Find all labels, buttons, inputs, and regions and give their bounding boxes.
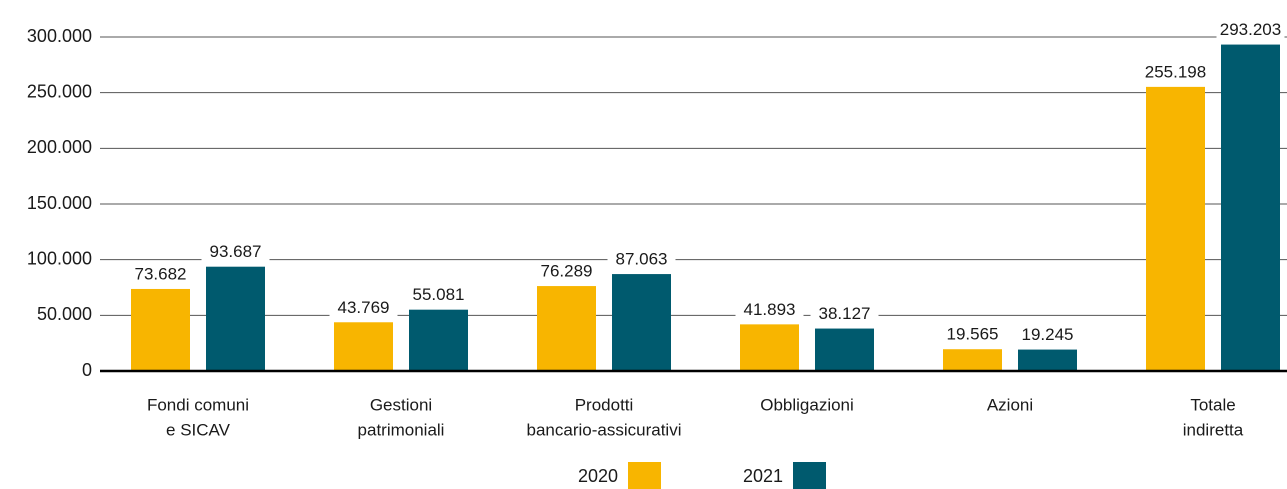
bar	[206, 266, 265, 371]
bar	[131, 288, 190, 371]
bar	[409, 309, 468, 371]
value-label: 55.081	[413, 285, 465, 304]
label-background	[735, 300, 804, 321]
bar	[815, 328, 874, 371]
value-label: 43.769	[338, 298, 390, 317]
x-tick-label: Obbligazioni	[760, 395, 854, 414]
y-tick-label: 150.000	[27, 193, 92, 213]
label-background	[1216, 20, 1285, 41]
x-tick-label: patrimoniali	[358, 420, 445, 439]
bar	[612, 274, 671, 371]
value-label: 76.289	[541, 262, 593, 281]
x-tick-label: Gestioni	[370, 395, 432, 414]
x-tick-label: Prodotti	[575, 395, 634, 414]
x-tick-label: Azioni	[987, 395, 1033, 414]
label-background	[329, 298, 398, 319]
value-label: 41.893	[744, 300, 796, 319]
y-tick-label: 50.000	[37, 304, 92, 324]
value-label: 19.565	[947, 325, 999, 344]
x-tick-label: e SICAV	[166, 420, 231, 439]
y-tick-label: 100.000	[27, 248, 92, 268]
value-label: 293.203	[1220, 20, 1281, 39]
x-tick-label: indiretta	[1183, 420, 1244, 439]
bar	[740, 324, 799, 371]
y-tick-label: 300.000	[27, 26, 92, 46]
y-tick-label: 250.000	[27, 81, 92, 101]
label-background	[126, 264, 195, 285]
label-background	[404, 285, 473, 306]
bar	[1146, 86, 1205, 371]
bar	[1018, 349, 1077, 371]
value-label: 255.198	[1145, 62, 1206, 81]
legend-swatch	[793, 462, 826, 489]
label-background	[938, 325, 1007, 346]
y-tick-label: 0	[82, 360, 92, 380]
value-label: 73.682	[135, 264, 187, 283]
value-label: 87.063	[616, 250, 668, 269]
label-background	[810, 304, 879, 325]
legend-label: 2021	[743, 466, 783, 486]
label-background	[1013, 325, 1082, 346]
bar	[943, 349, 1002, 371]
bar	[537, 286, 596, 371]
y-tick-label: 200.000	[27, 137, 92, 157]
legend-swatch	[628, 462, 661, 489]
bar	[1221, 44, 1280, 372]
value-label: 38.127	[819, 304, 871, 323]
x-tick-label: Totale	[1190, 395, 1235, 414]
x-tick-label: bancario-assicurativi	[527, 420, 682, 439]
label-background	[532, 262, 601, 283]
legend-label: 2020	[578, 466, 618, 486]
value-label: 19.245	[1022, 325, 1074, 344]
value-label: 93.687	[210, 242, 262, 261]
bar	[334, 322, 393, 371]
x-tick-label: Fondi comuni	[147, 395, 249, 414]
label-background	[201, 242, 270, 263]
label-background	[1141, 62, 1210, 83]
label-background	[607, 250, 676, 271]
